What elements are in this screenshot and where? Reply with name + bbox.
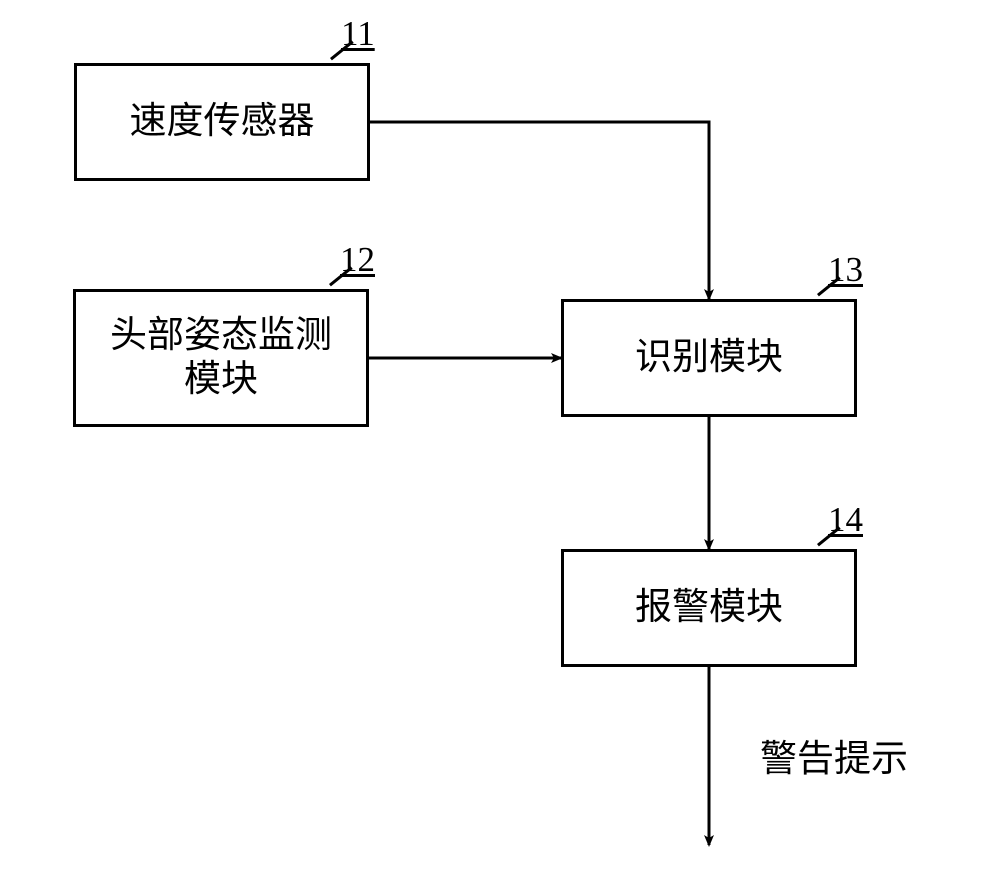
node-number-14: 14 — [828, 500, 863, 540]
node-recognition-module: 识别模块 — [561, 299, 857, 417]
node-speed-sensor-label: 速度传感器 — [130, 100, 315, 144]
node-alarm-module-label: 报警模块 — [635, 586, 783, 630]
edge-output-label: 警告提示 — [760, 728, 908, 782]
node-number-13: 13 — [828, 250, 863, 290]
node-number-11: 11 — [341, 14, 375, 54]
edge-11-to-13 — [370, 122, 709, 299]
node-head-posture-module: 头部姿态监测 模块 — [73, 289, 369, 427]
node-recognition-module-label: 识别模块 — [635, 336, 783, 380]
node-head-posture-module-label: 头部姿态监测 模块 — [110, 314, 332, 403]
diagram-canvas: 速度传感器 11 头部姿态监测 模块 12 识别模块 13 报警模块 14 警告… — [0, 0, 1000, 885]
node-alarm-module: 报警模块 — [561, 549, 857, 667]
node-number-12: 12 — [340, 240, 375, 280]
node-speed-sensor: 速度传感器 — [74, 63, 370, 181]
